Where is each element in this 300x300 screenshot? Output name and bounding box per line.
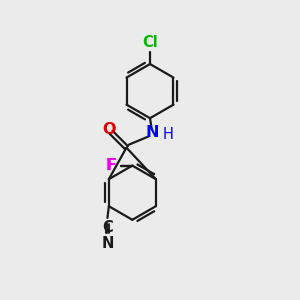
Text: N: N: [146, 125, 159, 140]
Text: O: O: [102, 122, 116, 137]
Text: C: C: [102, 220, 113, 236]
Text: F: F: [105, 158, 116, 173]
Text: N: N: [101, 236, 114, 251]
Text: H: H: [163, 127, 173, 142]
Text: Cl: Cl: [142, 35, 158, 50]
Text: F: F: [105, 158, 116, 173]
